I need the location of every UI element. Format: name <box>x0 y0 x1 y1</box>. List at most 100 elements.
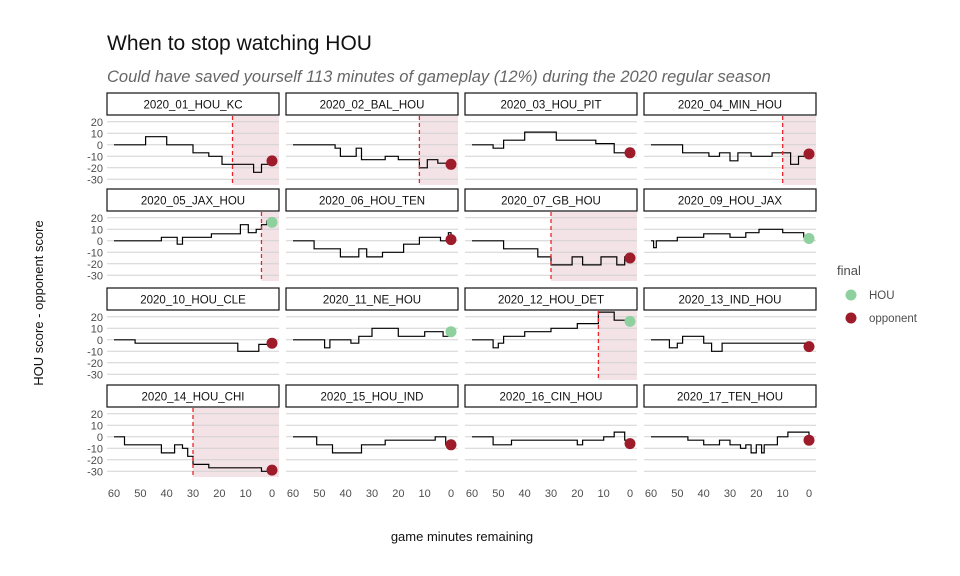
strip-box <box>106 384 280 408</box>
x-tick-label: 50 <box>492 488 504 500</box>
legend: final HOU opponent <box>837 263 918 325</box>
score-line <box>472 131 630 154</box>
panel-2020_03_HOU_PIT: 2020_03_HOU_PIT <box>464 92 638 180</box>
x-tick-label: 30 <box>724 488 736 500</box>
x-tick-label: 0 <box>448 488 454 500</box>
strip-label: 2020_12_HOU_DET <box>498 295 604 307</box>
y-tick-label: -20 <box>87 163 103 175</box>
x-tick-label: 30 <box>545 488 557 500</box>
panel-2020_07_GB_HOU: 2020_07_GB_HOU <box>464 188 638 281</box>
y-tick-label: 0 <box>97 140 103 152</box>
panel-2020_17_TEN_HOU: 2020_17_TEN_HOU <box>643 384 817 472</box>
y-tick-label: -20 <box>87 358 103 370</box>
y-axis-title: HOU score - opponent score <box>31 220 46 385</box>
strip-label: 2020_11_NE_HOU <box>323 295 421 307</box>
legend-title: final <box>837 263 861 278</box>
y-tick-label: -10 <box>87 247 103 259</box>
panel-2020_15_HOU_IND: 2020_15_HOU_IND <box>285 384 459 472</box>
y-tick-label: 20 <box>91 409 103 421</box>
strip-label: 2020_09_HOU_JAX <box>678 196 783 208</box>
y-tick-label: 0 <box>97 432 103 444</box>
y-tick-label: -20 <box>87 259 103 271</box>
skip-region <box>551 212 637 281</box>
final-score-point <box>266 216 278 228</box>
x-tick-label: 30 <box>366 488 378 500</box>
strip-box <box>464 384 638 408</box>
strip-label: 2020_02_BAL_HOU <box>320 100 425 112</box>
strip-box <box>285 384 459 408</box>
x-axis-ticks: 60 50 40 30 20 10 0 60 50 40 30 20 10 0 60 50 40 30 20 10 0 6… <box>108 488 812 500</box>
strip-label: 2020_16_CIN_HOU <box>500 392 603 404</box>
final-score-point <box>803 341 815 353</box>
panel-2020_10_HOU_CLE: 2020_10_HOU_CLE <box>106 287 280 375</box>
legend-label-hou: HOU <box>869 290 895 302</box>
y-tick-label: -20 <box>87 455 103 467</box>
strip-box <box>643 384 817 408</box>
panel-2020_06_HOU_TEN: 2020_06_HOU_TEN <box>285 188 459 276</box>
strip-label: 2020_13_IND_HOU <box>679 295 782 307</box>
final-score-point <box>445 439 457 451</box>
score-line <box>293 232 452 258</box>
strip-label: 2020_05_JAX_HOU <box>141 196 245 208</box>
final-score-point <box>266 155 278 167</box>
y-tick-label: -30 <box>87 270 103 282</box>
strip-label: 2020_04_MIN_HOU <box>678 100 782 112</box>
x-axis-title: game minutes remaining <box>391 529 533 544</box>
panel-2020_13_IND_HOU: 2020_13_IND_HOU <box>643 287 817 375</box>
x-tick-label: 60 <box>287 488 299 500</box>
strip-box <box>643 92 817 116</box>
final-score-point <box>624 252 636 264</box>
x-tick-label: 20 <box>213 488 225 500</box>
strip-label: 2020_14_HOU_CHI <box>142 392 245 404</box>
panel-2020_11_NE_HOU: 2020_11_NE_HOU <box>285 287 459 375</box>
panel-2020_14_HOU_CHI: 2020_14_HOU_CHI <box>106 384 280 477</box>
score-line <box>651 335 810 352</box>
x-tick-label: 50 <box>134 488 146 500</box>
skip-region <box>232 116 279 185</box>
score-line <box>472 311 631 349</box>
chart-title: When to stop watching HOU <box>107 32 372 55</box>
strip-box <box>464 92 638 116</box>
panel-2020_02_BAL_HOU: 2020_02_BAL_HOU <box>285 92 459 185</box>
strip-box <box>106 188 280 212</box>
score-line <box>114 436 273 472</box>
strip-box <box>464 287 638 311</box>
strip-box <box>464 188 638 212</box>
score-line <box>293 436 451 454</box>
strip-label: 2020_06_HOU_TEN <box>319 196 425 208</box>
score-line <box>651 228 810 249</box>
y-tick-label: -10 <box>87 443 103 455</box>
legend-swatch-hou <box>845 289 857 301</box>
y-tick-label: 20 <box>91 213 103 225</box>
strip-label: 2020_17_TEN_HOU <box>677 392 783 404</box>
y-tick-label: 10 <box>91 420 103 432</box>
x-tick-label: 60 <box>108 488 120 500</box>
x-tick-label: 40 <box>519 488 531 500</box>
x-tick-label: 10 <box>777 488 789 500</box>
x-tick-label: 20 <box>750 488 762 500</box>
strip-label: 2020_07_GB_HOU <box>501 196 601 208</box>
final-score-point <box>803 232 815 244</box>
strip-box <box>106 92 280 116</box>
y-tick-label: 20 <box>91 312 103 324</box>
x-tick-label: 0 <box>269 488 275 500</box>
final-score-point <box>803 434 815 446</box>
y-tick-label: -30 <box>87 369 103 381</box>
y-tick-label: 20 <box>91 117 103 129</box>
legend-label-opponent: opponent <box>869 313 918 325</box>
strip-box <box>285 92 459 116</box>
x-tick-label: 60 <box>645 488 657 500</box>
final-score-point <box>803 148 815 160</box>
score-line <box>293 327 452 349</box>
facet-panels: 2020_01_HOU_KC 2020_02_BAL_HOU 2020_03_HOU… <box>106 92 817 477</box>
y-tick-label: 10 <box>91 224 103 236</box>
strip-box <box>643 188 817 212</box>
score-line <box>472 240 631 266</box>
strip-label: 2020_10_HOU_CLE <box>140 295 246 307</box>
x-tick-label: 40 <box>698 488 710 500</box>
strip-label: 2020_03_HOU_PIT <box>500 100 601 112</box>
score-line <box>114 136 273 173</box>
score-line <box>114 339 273 352</box>
y-tick-label: -30 <box>87 466 103 478</box>
score-line <box>293 144 452 169</box>
